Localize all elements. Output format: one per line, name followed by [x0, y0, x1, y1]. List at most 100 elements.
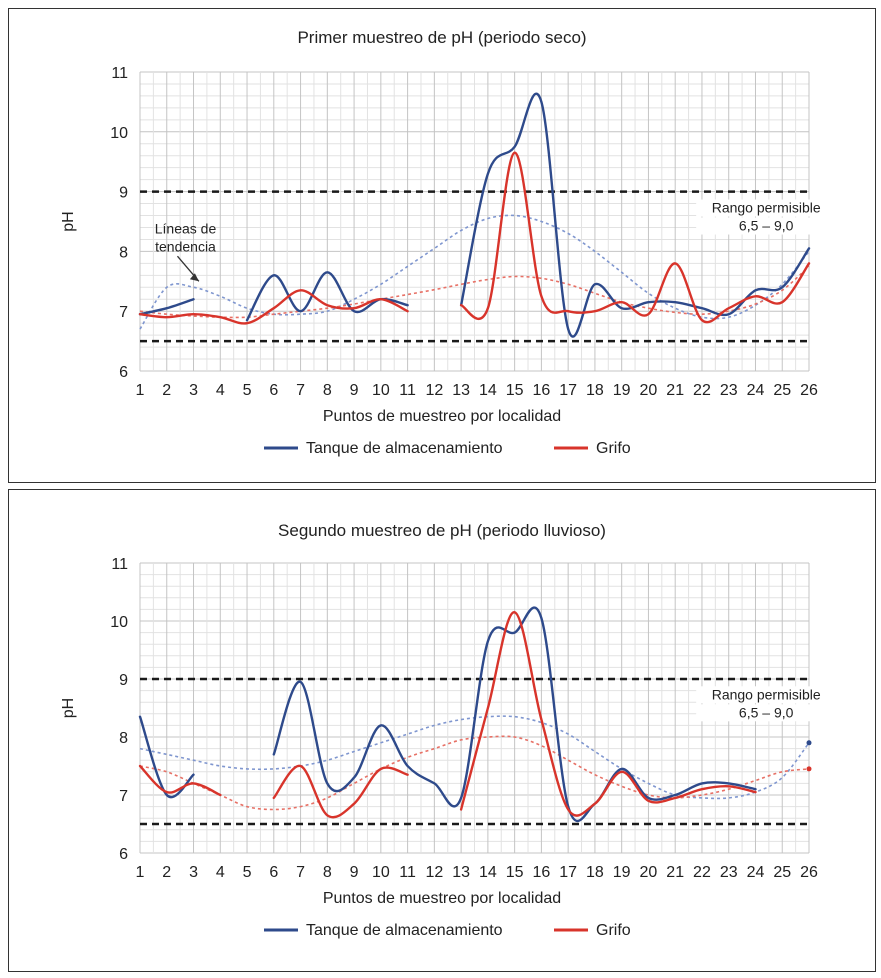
series-line — [272, 606, 757, 823]
x-tick-label: 6 — [269, 864, 278, 881]
y-tick-label: 6 — [119, 364, 128, 381]
x-tick-label: 11 — [399, 864, 416, 881]
x-tick-label: 21 — [666, 864, 684, 881]
arrow-head-icon — [189, 273, 199, 282]
x-tick-label: 15 — [506, 864, 524, 881]
ph-chart-rainy-svg: Segundo muestreo de pH (periodo lluvioso… — [60, 521, 837, 939]
x-tick-label: 21 — [666, 382, 684, 399]
x-tick-label: 2 — [162, 382, 171, 399]
x-tick-label: 7 — [296, 864, 305, 881]
y-tick-label: 7 — [119, 304, 128, 321]
x-tick-label: 9 — [350, 382, 359, 399]
legend-label: Grifo — [596, 440, 631, 457]
y-tick-label: 8 — [119, 244, 128, 261]
x-tick-label: 5 — [243, 382, 252, 399]
label-background — [696, 704, 837, 722]
x-tick-label: 8 — [323, 382, 332, 399]
range-label: 6,5 – 9,0 — [739, 218, 794, 234]
y-tick-label: 9 — [119, 672, 128, 689]
x-tick-label: 11 — [399, 382, 416, 399]
x-tick-label: 16 — [533, 382, 551, 399]
legend: Tanque de almacenamiento Grifo — [264, 922, 631, 939]
x-tick-label: 18 — [586, 382, 604, 399]
y-tick-label: 10 — [110, 614, 128, 631]
series-line — [138, 764, 222, 797]
y-tick-label: 6 — [119, 846, 128, 863]
x-tick-label: 22 — [693, 382, 711, 399]
x-tick-label: 4 — [216, 864, 225, 881]
x-tick-label: 25 — [773, 382, 791, 399]
x-tick-label: 26 — [800, 382, 818, 399]
x-tick-label: 1 — [136, 864, 145, 881]
legend: Tanque de almacenamiento Grifo — [264, 440, 631, 457]
x-tick-label: 5 — [243, 864, 252, 881]
x-axis-label: Puntos de muestreo por localidad — [323, 408, 561, 425]
x-tick-label: 18 — [586, 864, 604, 881]
x-tick-label: 23 — [720, 382, 738, 399]
chart-title: Primer muestreo de pH (periodo seco) — [297, 28, 586, 47]
x-tick-label: 15 — [506, 382, 524, 399]
y-tick-label: 10 — [110, 125, 128, 142]
label-background — [696, 217, 837, 235]
range-label: Rango permisible — [712, 200, 821, 216]
chart-panel-dry: Primer muestreo de pH (periodo seco) 6 7 8 9… — [8, 8, 876, 483]
series-point — [806, 740, 812, 746]
x-tick-label: 13 — [452, 382, 470, 399]
y-tick-label: 11 — [111, 556, 128, 573]
x-tick-label: 3 — [189, 864, 198, 881]
x-tick-label: 7 — [296, 382, 305, 399]
trendline — [139, 735, 810, 811]
series-line — [459, 151, 811, 324]
series-line — [459, 611, 757, 817]
series-line — [138, 298, 195, 316]
label-background — [696, 199, 837, 217]
y-tick-label: 11 — [111, 65, 128, 82]
range-label: Rango permisible — [712, 686, 821, 702]
annotation-text: Líneas de — [155, 220, 217, 236]
x-tick-label: 10 — [372, 382, 390, 399]
y-axis-label: pH — [60, 211, 77, 231]
x-tick-label: 25 — [773, 864, 791, 881]
x-tick-label: 12 — [425, 382, 443, 399]
y-tick-label: 8 — [119, 730, 128, 747]
ph-chart-dry-svg: Primer muestreo de pH (periodo seco) 6 7 8 9… — [60, 28, 837, 457]
x-tick-label: 6 — [269, 382, 278, 399]
legend-label: Grifo — [596, 922, 631, 939]
x-tick-label: 8 — [323, 864, 332, 881]
x-tick-label: 20 — [640, 864, 658, 881]
chart-panel-rainy: Segundo muestreo de pH (periodo lluvioso… — [8, 489, 876, 972]
x-tick-label: 13 — [452, 864, 470, 881]
x-tick-label: 19 — [613, 864, 631, 881]
x-axis-label: Puntos de muestreo por localidad — [323, 890, 561, 907]
series-line — [138, 715, 195, 799]
x-tick-label: 9 — [350, 864, 359, 881]
x-tick-label: 17 — [559, 382, 577, 399]
range-label: 6,5 – 9,0 — [739, 704, 794, 720]
x-tick-label: 4 — [216, 382, 225, 399]
x-tick-label: 3 — [189, 382, 198, 399]
legend-label: Tanque de almacenamiento — [306, 922, 503, 939]
y-axis-label: pH — [60, 698, 77, 718]
x-tick-label: 26 — [800, 864, 818, 881]
x-tick-label: 12 — [425, 864, 443, 881]
x-tick-label: 16 — [533, 864, 551, 881]
series-point — [806, 766, 812, 772]
x-tick-label: 1 — [136, 382, 145, 399]
x-tick-label: 23 — [720, 864, 738, 881]
x-tick-label: 2 — [162, 864, 171, 881]
annotation-text: tendencia — [155, 238, 216, 254]
x-tick-label: 17 — [559, 864, 577, 881]
y-tick-label: 7 — [119, 788, 128, 805]
label-background — [696, 686, 837, 704]
legend-label: Tanque de almacenamiento — [306, 440, 503, 457]
x-tick-label: 24 — [747, 382, 765, 399]
x-tick-label: 14 — [479, 382, 497, 399]
chart-title: Segundo muestreo de pH (periodo lluvioso… — [278, 521, 606, 540]
x-tick-label: 14 — [479, 864, 497, 881]
x-tick-label: 24 — [747, 864, 765, 881]
series-line — [138, 289, 409, 325]
x-tick-label: 19 — [613, 382, 631, 399]
x-tick-label: 22 — [693, 864, 711, 881]
x-tick-label: 20 — [640, 382, 658, 399]
y-tick-label: 9 — [119, 185, 128, 202]
